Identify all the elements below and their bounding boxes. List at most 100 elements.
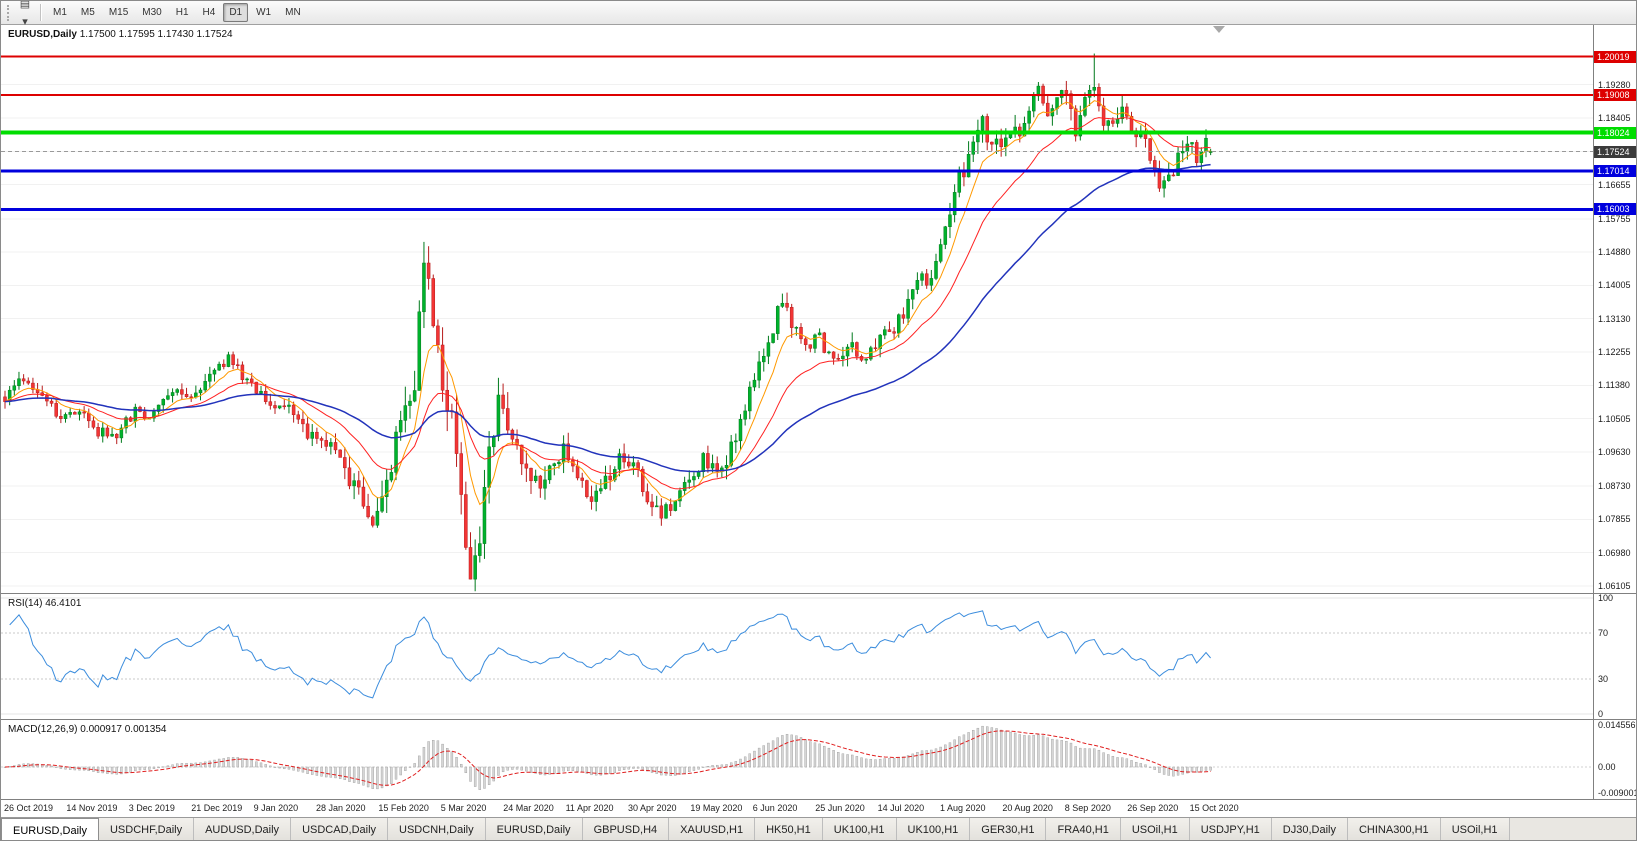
chart-symbol-title: EURUSD,Daily: [8, 29, 77, 40]
level-price-label: 1.19008: [1594, 89, 1636, 102]
chart-tab-usdcad-daily[interactable]: USDCAD,Daily: [291, 818, 389, 840]
macd-title: MACD(12,26,9) 0.000917 0.001354: [8, 724, 166, 735]
level-price-label: 1.16003: [1594, 203, 1636, 216]
rsi-tick: 100: [1598, 593, 1614, 603]
chart-tab-usdchf-daily[interactable]: USDCHF,Daily: [98, 818, 195, 840]
timeframe-button-m30[interactable]: M30: [142, 7, 162, 18]
date-axis[interactable]: 26 Oct 2019 14 Nov 2019 3 Dec 2019 21 Dec 2…: [1, 799, 1636, 817]
chart-tab-eurusd-daily[interactable]: EURUSD,Daily: [485, 818, 583, 840]
chart-tab-xauusd-h1[interactable]: XAUUSD,H1: [669, 818, 756, 840]
date-tick: 6 Jun 2020: [752, 803, 798, 813]
chart-tabs-bar: EURUSD,Daily USDCHF,Daily AUDUSD,Daily USDC…: [1, 817, 1636, 840]
date-tick: 15 Feb 2020: [378, 803, 429, 813]
date-tick: 26 Sep 2020: [1127, 803, 1179, 813]
price-tick: 1.09630: [1598, 446, 1631, 457]
dropdown-caret-icon[interactable]: ▾: [22, 16, 28, 28]
timeframes-toolbar: ▤ ▾ M1 M5 M15 M30 H1 H4 D1 W1 MN: [1, 1, 1636, 28]
chart-window-icon[interactable]: ▤: [19, 0, 31, 10]
date-tick: 11 Apr 2020: [565, 803, 614, 813]
chart-tab-usdjpy-h1[interactable]: USDJPY,H1: [1189, 818, 1272, 840]
level-price-label: 1.17014: [1594, 164, 1636, 177]
chart-tab-usoil-h1[interactable]: USOil,H1: [1120, 818, 1190, 840]
chart-tab-ger30-h1[interactable]: GER30,H1: [970, 818, 1047, 840]
price-axis[interactable]: 1.192801.184051.175301.166551.157551.148…: [1593, 25, 1636, 593]
price-tick: 1.13130: [1598, 313, 1631, 324]
chart-title: EURUSD,Daily 1.17500 1.17595 1.17430 1.1…: [8, 29, 233, 40]
macd-panel[interactable]: MACD(12,26,9) 0.000917 0.001354: [1, 719, 1593, 799]
price-tick: 1.08730: [1598, 481, 1631, 492]
timeframe-button-m1[interactable]: M1: [53, 7, 67, 18]
price-tick: 1.14005: [1598, 280, 1631, 291]
rsi-tick: 70: [1598, 627, 1609, 638]
rsi-panel[interactable]: RSI(14) 46.4101: [1, 593, 1593, 719]
chart-tab-uk100-h1[interactable]: UK100,H1: [822, 818, 897, 840]
toolbar-left-icons: ▤ ▾: [15, 0, 35, 31]
timeframe-button-h1[interactable]: H1: [175, 7, 189, 18]
rsi-tick: 30: [1598, 674, 1609, 685]
level-price-label: 1.20019: [1594, 50, 1636, 63]
macd-label: MACD(12,26,9): [8, 724, 78, 735]
date-tick: 1 Aug 2020: [940, 803, 986, 813]
timeframe-buttons-group: M1 M5 M15 M30 H1 H4 D1 W1 MN: [46, 3, 308, 22]
price-tick: 1.19280: [1598, 79, 1631, 90]
timeframe-button-m15[interactable]: M15: [108, 7, 129, 18]
timeframe-button-w1[interactable]: W1: [256, 7, 272, 18]
macd-tick: 0.014556: [1598, 720, 1636, 730]
chart-tab-dj30-daily[interactable]: DJ30,Daily: [1271, 818, 1348, 840]
price-tick: 1.06105: [1598, 580, 1631, 591]
date-tick: 28 Jan 2020: [316, 803, 366, 813]
date-tick: 25 Jun 2020: [815, 803, 865, 813]
date-tick: 14 Jul 2020: [877, 803, 925, 813]
chart-tab-audusd-daily[interactable]: AUDUSD,Daily: [194, 818, 292, 840]
rsi-chart[interactable]: [1, 594, 1593, 719]
current-price-label: 1.17524: [1594, 145, 1636, 158]
chart-tab-gbpusd-h4[interactable]: GBPUSD,H4: [582, 818, 670, 840]
date-tick: 14 Nov 2019: [66, 803, 118, 813]
price-tick: 1.18405: [1598, 113, 1631, 124]
price-tick: 1.07855: [1598, 514, 1631, 525]
rsi-title: RSI(14) 46.4101: [8, 598, 81, 609]
chart-tab-fra40-h1[interactable]: FRA40,H1: [1046, 818, 1121, 840]
date-tick: 26 Oct 2019: [4, 803, 54, 813]
toolbar-grip[interactable]: [7, 4, 10, 21]
date-tick: 9 Jan 2020: [253, 803, 299, 813]
price-tick: 1.15755: [1598, 213, 1631, 224]
date-tick: 5 Mar 2020: [440, 803, 487, 813]
rsi-axis[interactable]: 100 70 30 0: [1593, 593, 1636, 719]
rsi-value: 46.4101: [45, 598, 82, 609]
price-tick: 1.16655: [1598, 179, 1631, 190]
level-price-label: 1.18024: [1594, 126, 1636, 139]
rsi-tick: 0: [1598, 709, 1604, 719]
chart-tab-china300-h1[interactable]: CHINA300,H1: [1347, 818, 1441, 840]
macd-tick: 0.00: [1598, 762, 1616, 773]
chart-shift-marker: [1213, 26, 1225, 33]
chart-tab-uk100-h1[interactable]: UK100,H1: [896, 818, 971, 840]
chart-tab-usoil-h1[interactable]: USOil,H1: [1440, 818, 1510, 840]
price-tick: 1.12255: [1598, 346, 1631, 357]
date-tick: 15 Oct 2020: [1189, 803, 1239, 813]
candlestick-chart[interactable]: [1, 25, 1593, 593]
chart-ohlc-values: 1.17500 1.17595 1.17430 1.17524: [79, 29, 233, 40]
chart-tab-usdcnh-daily[interactable]: USDCNH,Daily: [388, 818, 486, 840]
main-chart-pane[interactable]: EURUSD,Daily 1.17500 1.17595 1.17430 1.1…: [1, 25, 1593, 593]
price-tick: 1.11380: [1598, 380, 1630, 391]
rsi-label: RSI(14): [8, 598, 43, 609]
chart-tab-hk50-h1[interactable]: HK50,H1: [755, 818, 823, 840]
chart-tab-eurusd-daily[interactable]: EURUSD,Daily: [1, 818, 99, 840]
price-tick: 1.10505: [1598, 413, 1631, 424]
timeframe-button-m5[interactable]: M5: [80, 7, 95, 18]
macd-chart[interactable]: [1, 720, 1593, 799]
timeframe-button-mn[interactable]: MN: [285, 7, 301, 18]
date-tick: 19 May 2020: [690, 803, 743, 813]
date-tick: 30 Apr 2020: [628, 803, 677, 813]
date-tick: 24 Mar 2020: [503, 803, 554, 813]
macd-values: 0.000917 0.001354: [80, 724, 167, 735]
macd-axis[interactable]: 0.014556 0.00 -0.009001: [1593, 719, 1636, 799]
price-tick: 1.06980: [1598, 547, 1631, 558]
timeframe-button-h4[interactable]: H4: [202, 7, 216, 18]
timeframe-button-d1[interactable]: D1: [223, 3, 249, 22]
date-tick: 21 Dec 2019: [191, 803, 243, 813]
toolbar-separator: [40, 4, 41, 21]
date-tick: 8 Sep 2020: [1064, 803, 1111, 813]
